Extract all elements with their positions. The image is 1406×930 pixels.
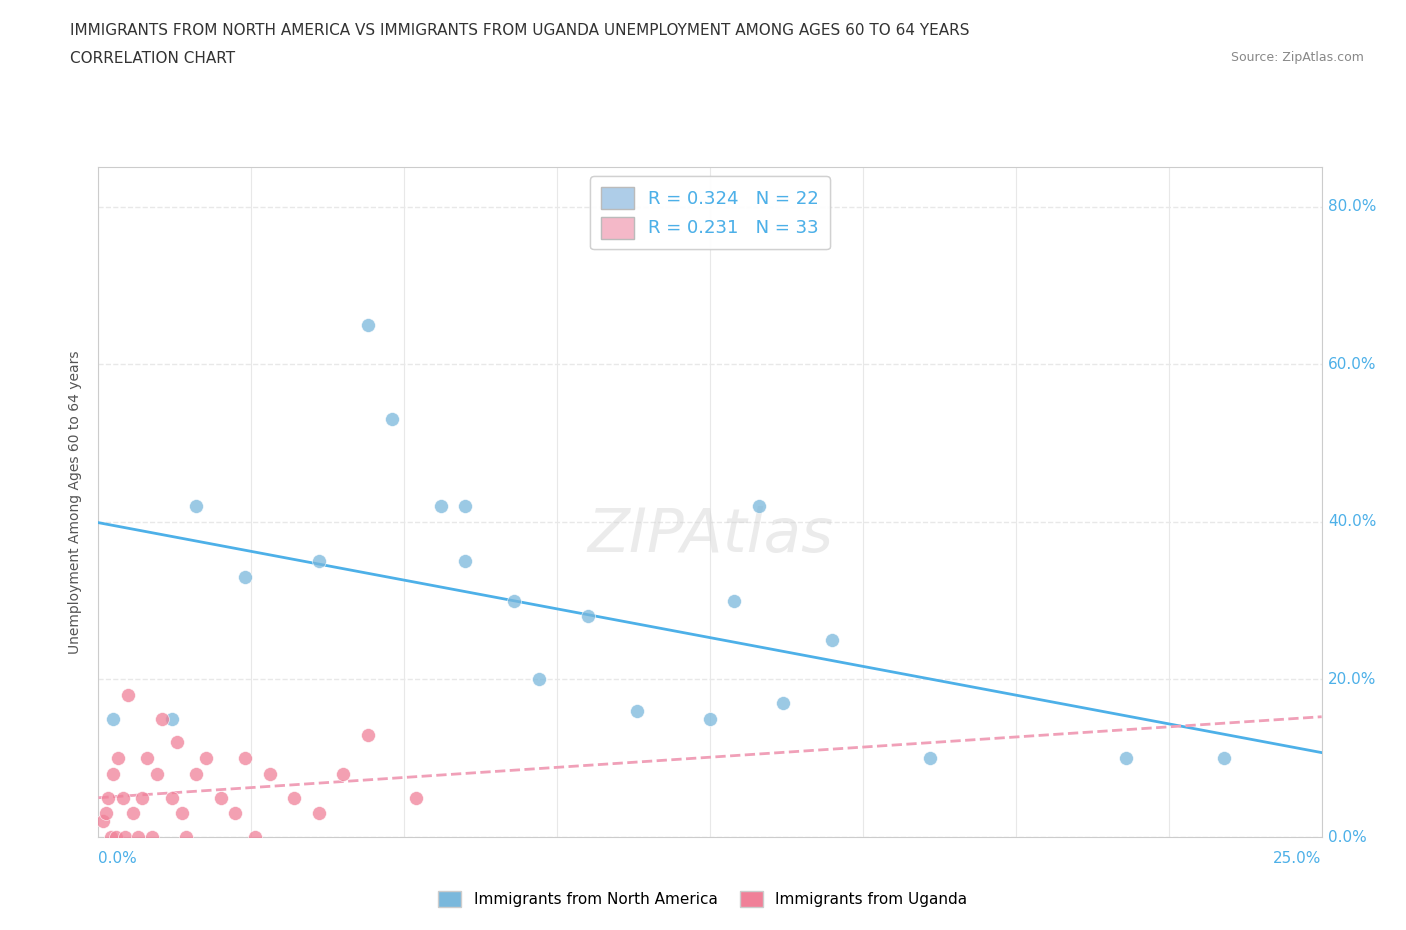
Point	[131, 790, 153, 805]
Point	[454, 554, 477, 569]
Point	[1115, 751, 1137, 765]
Y-axis label: Unemployment Among Ages 60 to 64 years: Unemployment Among Ages 60 to 64 years	[69, 351, 83, 654]
Point	[332, 766, 354, 781]
Point	[283, 790, 305, 805]
Legend: Immigrants from North America, Immigrants from Uganda: Immigrants from North America, Immigrant…	[432, 884, 974, 913]
Point	[308, 806, 330, 821]
Text: Source: ZipAtlas.com: Source: ZipAtlas.com	[1230, 51, 1364, 64]
Point	[233, 751, 256, 765]
Point	[101, 711, 124, 726]
Point	[626, 703, 648, 718]
Point	[160, 790, 183, 805]
Point	[405, 790, 427, 805]
Point	[243, 830, 266, 844]
Point	[920, 751, 942, 765]
Point	[101, 766, 124, 781]
Point	[186, 766, 208, 781]
Point	[117, 688, 139, 703]
Point	[91, 814, 114, 829]
Legend: R = 0.324   N = 22, R = 0.231   N = 33: R = 0.324 N = 22, R = 0.231 N = 33	[591, 177, 830, 249]
Point	[97, 790, 120, 805]
Point	[121, 806, 143, 821]
Point	[772, 696, 794, 711]
Text: 60.0%: 60.0%	[1327, 357, 1376, 372]
Point	[111, 790, 134, 805]
Point	[430, 498, 453, 513]
Point	[224, 806, 246, 821]
Point	[356, 727, 378, 742]
Text: IMMIGRANTS FROM NORTH AMERICA VS IMMIGRANTS FROM UGANDA UNEMPLOYMENT AMONG AGES : IMMIGRANTS FROM NORTH AMERICA VS IMMIGRA…	[70, 23, 970, 38]
Text: 0.0%: 0.0%	[98, 851, 138, 866]
Point	[100, 830, 122, 844]
Point	[141, 830, 163, 844]
Text: 40.0%: 40.0%	[1327, 514, 1376, 529]
Point	[259, 766, 281, 781]
Point	[94, 806, 117, 821]
Point	[146, 766, 169, 781]
Point	[576, 609, 599, 624]
Point	[104, 830, 127, 844]
Point	[160, 711, 183, 726]
Point	[176, 830, 198, 844]
Text: ZIPAtlas: ZIPAtlas	[588, 506, 832, 565]
Point	[821, 632, 844, 647]
Point	[150, 711, 173, 726]
Point	[209, 790, 232, 805]
Text: 0.0%: 0.0%	[1327, 830, 1367, 844]
Point	[127, 830, 149, 844]
Point	[454, 498, 477, 513]
Point	[723, 593, 745, 608]
Point	[308, 554, 330, 569]
Point	[1212, 751, 1234, 765]
Point	[233, 569, 256, 584]
Point	[107, 751, 129, 765]
Text: 80.0%: 80.0%	[1327, 199, 1376, 214]
Point	[136, 751, 159, 765]
Point	[170, 806, 193, 821]
Point	[748, 498, 770, 513]
Point	[699, 711, 721, 726]
Point	[114, 830, 136, 844]
Text: 20.0%: 20.0%	[1327, 672, 1376, 687]
Point	[195, 751, 218, 765]
Point	[381, 412, 404, 427]
Point	[166, 735, 188, 750]
Point	[527, 672, 550, 687]
Point	[356, 317, 378, 332]
Point	[503, 593, 526, 608]
Text: 25.0%: 25.0%	[1274, 851, 1322, 866]
Text: CORRELATION CHART: CORRELATION CHART	[70, 51, 235, 66]
Point	[186, 498, 208, 513]
